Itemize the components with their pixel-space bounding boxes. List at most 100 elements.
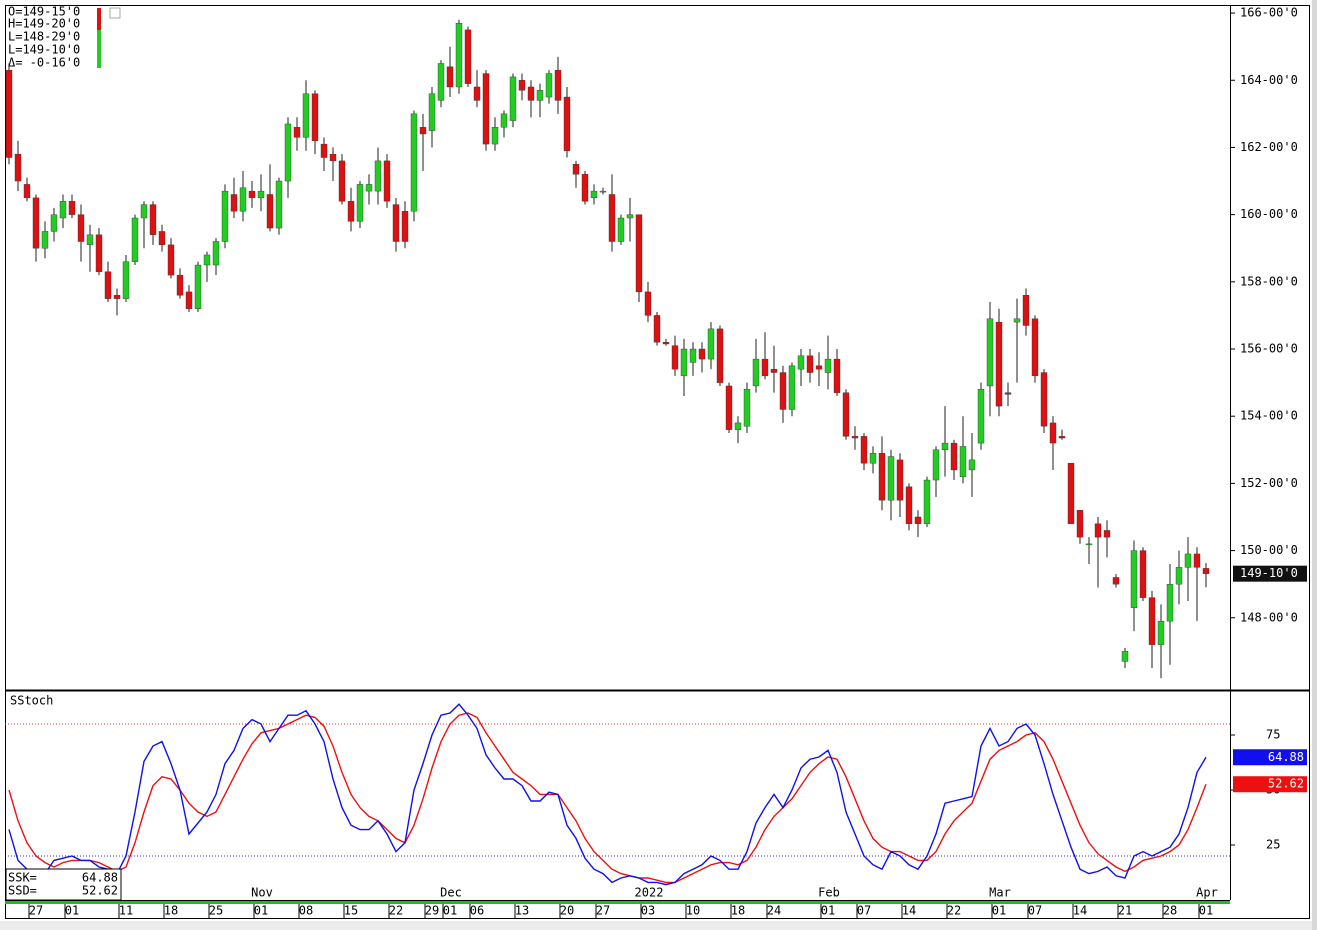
candle-body	[779, 372, 787, 410]
candle-body	[680, 348, 688, 377]
candle-body	[122, 261, 130, 299]
candle-body	[572, 164, 580, 175]
candle-body	[896, 459, 904, 501]
y-tick-label: 156-00'0	[1240, 342, 1298, 356]
candle-body	[383, 160, 391, 202]
candle-body	[176, 274, 184, 296]
candle-body	[707, 328, 715, 360]
candle-body	[428, 93, 436, 131]
candle-body	[518, 80, 526, 91]
candle-body	[1112, 577, 1120, 585]
x-tick-label: 24	[767, 904, 781, 918]
value-tag	[1233, 749, 1307, 766]
x-tick-label: 10	[686, 904, 700, 918]
stoch-readout-value: 52.62	[82, 884, 118, 898]
ohlc-readout: L=148-29'0	[8, 30, 80, 44]
candle-body	[752, 358, 760, 387]
date-axis-bar	[5, 901, 1230, 904]
x-tick-label: 01	[254, 904, 268, 918]
x-tick-label: 01	[65, 904, 79, 918]
ohlc-readout: O=149-15'0	[8, 5, 80, 19]
candle-body	[32, 197, 40, 249]
candle-body	[194, 264, 202, 309]
stoch-line	[8, 712, 1207, 884]
x-tick-label: 07	[1028, 904, 1042, 918]
month-label: 2022	[635, 886, 664, 900]
candle-body	[977, 389, 985, 444]
candle-body	[293, 127, 301, 138]
candle-body	[320, 143, 328, 158]
candle-body	[815, 365, 823, 370]
candle-body	[653, 315, 661, 343]
y-tick-label: 160-00'0	[1240, 207, 1298, 221]
x-tick-label: 14	[1073, 904, 1087, 918]
ohlc-readout-box	[7, 6, 99, 68]
candle-body	[482, 73, 490, 145]
candle-body	[1049, 422, 1057, 444]
candle-body	[635, 214, 643, 293]
candle-body	[851, 436, 859, 439]
y-tick-label: 152-00'0	[1240, 476, 1298, 490]
x-tick-label: 13	[515, 904, 529, 918]
x-tick-label: 28	[1163, 904, 1177, 918]
candle-body	[617, 217, 625, 242]
candle-body	[185, 291, 193, 309]
candle-body	[797, 355, 805, 370]
x-tick-label: 01	[821, 904, 835, 918]
candle-body	[860, 436, 868, 464]
candle-body	[392, 204, 400, 242]
candle-body	[608, 194, 616, 242]
candle-body	[275, 180, 283, 229]
y-tick-label: 148-00'0	[1240, 610, 1298, 624]
candle-body	[95, 234, 103, 272]
candle-body	[986, 318, 994, 387]
candle-body	[905, 486, 913, 524]
candle-body	[302, 93, 310, 138]
candle-body	[239, 187, 247, 212]
candle-body	[761, 358, 769, 377]
ohlc-readout: H=149-20'0	[8, 17, 80, 31]
candle-body	[338, 160, 346, 202]
x-tick-label: 20	[560, 904, 574, 918]
candle-body	[770, 368, 778, 373]
candle-body	[968, 459, 976, 471]
candle-body	[1121, 651, 1129, 662]
candle-body	[140, 204, 148, 219]
candle-body	[59, 200, 67, 219]
x-tick-label: 18	[164, 904, 178, 918]
candle-body	[536, 90, 544, 101]
x-tick-label: 06	[470, 904, 484, 918]
ohlc-readout: L=149-10'0	[8, 43, 80, 57]
scroll-strip	[1312, 0, 1317, 930]
candle-body	[419, 127, 427, 135]
candle-body	[284, 123, 292, 182]
x-tick-label: 08	[299, 904, 313, 918]
y-tick-label: 164-00'0	[1240, 73, 1298, 87]
x-tick-label: 01	[992, 904, 1006, 918]
x-tick-label: 11	[119, 904, 133, 918]
candle-body	[491, 127, 499, 145]
candle-body	[446, 66, 454, 88]
candle-body	[950, 442, 958, 471]
x-tick-label: 22	[947, 904, 961, 918]
candle-body	[1094, 523, 1102, 538]
x-tick-label: 15	[344, 904, 358, 918]
stoch-readout-value: 64.88	[82, 871, 118, 885]
candle-body	[1157, 620, 1165, 645]
candle-body	[257, 190, 265, 199]
x-tick-label: 03	[641, 904, 655, 918]
candle-body	[1130, 550, 1138, 608]
y-tick-label: 25	[1266, 838, 1280, 852]
candle-body	[1193, 553, 1201, 568]
candle-body	[473, 86, 481, 101]
x-tick-label: 27	[596, 904, 610, 918]
x-tick-label: 21	[1118, 904, 1132, 918]
stoch-line	[8, 703, 1207, 886]
candle-body	[995, 321, 1003, 407]
readout-marker	[97, 8, 101, 30]
candle-body	[545, 73, 553, 98]
y-tick-label: 75	[1266, 728, 1280, 742]
ohlc-readout: Δ= -0-16'0	[8, 56, 80, 70]
candle-body	[590, 190, 598, 199]
